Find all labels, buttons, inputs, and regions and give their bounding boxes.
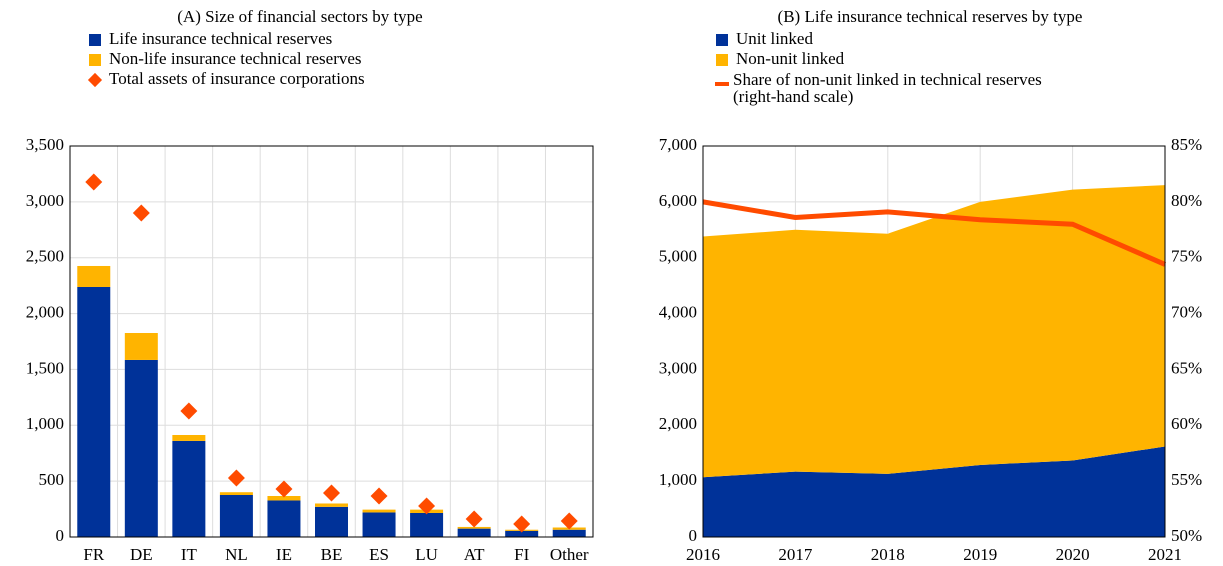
y-tick-label: 3,000 <box>26 191 64 210</box>
y2-tick-label: 55% <box>1171 470 1202 489</box>
chart-title: (A) Size of financial sectors by type <box>177 7 422 26</box>
y-tick-label: 5,000 <box>659 247 697 266</box>
bar-segment <box>505 530 539 537</box>
x-tick-label: NL <box>225 545 248 564</box>
share-line <box>702 199 1166 267</box>
x-tick-label: Other <box>550 545 589 564</box>
x-tick-label: 2016 <box>686 545 720 564</box>
diamond-marker <box>465 510 483 528</box>
x-tick-label: ES <box>369 545 389 564</box>
diamond-marker <box>275 480 293 498</box>
y-tick-label: 2,000 <box>26 302 64 321</box>
legend-marker <box>89 34 101 46</box>
y2-tick-label: 60% <box>1171 414 1202 433</box>
y-tick-label: 1,000 <box>26 414 64 433</box>
bar-segment <box>77 265 111 287</box>
diamond-marker <box>85 173 103 191</box>
y-tick-label: 3,500 <box>26 135 64 154</box>
diamond-marker <box>323 484 340 502</box>
diamond-marker <box>560 512 578 530</box>
y2-tick-label: 50% <box>1171 526 1202 545</box>
y2-tick-label: 80% <box>1171 191 1202 210</box>
legend-text: Share of non-unit linked in technical re… <box>733 71 1042 106</box>
y-tick-label: 1,500 <box>26 358 64 377</box>
diamond-marker <box>227 469 245 487</box>
diamond-marker <box>180 402 198 420</box>
y-tick-label: 1,000 <box>659 470 697 489</box>
bar-segment <box>267 496 301 501</box>
diamond-marker <box>132 204 150 222</box>
bar-segment <box>315 506 348 537</box>
x-tick-label: IT <box>181 545 198 564</box>
area <box>703 446 1165 537</box>
y2-tick-label: 65% <box>1171 358 1202 377</box>
y-tick-label: 7,000 <box>659 135 697 154</box>
x-tick-label: 2017 <box>778 545 813 564</box>
bar-segment <box>267 500 301 537</box>
x-tick-label: DE <box>130 545 153 564</box>
bar-segment <box>362 509 396 513</box>
legend-label: Share of non-unit linked in technical re… <box>733 71 1042 106</box>
x-tick-label: FR <box>83 545 104 564</box>
bar-segment <box>552 529 586 537</box>
bar-segment <box>124 333 158 360</box>
legend-marker <box>87 72 103 88</box>
legend-marker <box>715 82 729 86</box>
bar-segment <box>457 526 491 529</box>
bar-segment <box>172 435 206 441</box>
y2-tick-label: 85% <box>1171 135 1202 154</box>
x-tick-label: BE <box>321 545 343 564</box>
y2-tick-label: 75% <box>1171 247 1202 266</box>
legend-label: Non-unit linked <box>736 49 845 68</box>
x-tick-label: 2018 <box>871 545 905 564</box>
bar-segment <box>362 512 396 537</box>
x-tick-label: 2021 <box>1148 545 1182 564</box>
x-tick-label: AT <box>464 545 485 564</box>
diamond-marker <box>418 497 436 515</box>
x-tick-label: LU <box>415 545 438 564</box>
bar-segment <box>172 440 206 537</box>
area <box>703 185 1165 478</box>
bar-segment <box>124 359 158 537</box>
bar-segment <box>410 512 444 537</box>
y2-tick-label: 70% <box>1171 302 1202 321</box>
legend-label: Total assets of insurance corporations <box>109 69 365 88</box>
y-tick-label: 0 <box>689 526 698 545</box>
y-tick-label: 6,000 <box>659 191 697 210</box>
x-tick-label: IE <box>276 545 292 564</box>
bar-segment <box>219 494 253 537</box>
bar-segment <box>77 286 111 537</box>
y-tick-label: 0 <box>56 526 65 545</box>
legend-label: Life insurance technical reserves <box>109 29 332 48</box>
diamond-marker <box>513 515 531 533</box>
y-tick-label: 2,500 <box>26 247 64 266</box>
plot-frame <box>702 145 1166 538</box>
diamond-marker <box>370 487 388 505</box>
x-tick-label: FI <box>514 545 529 564</box>
legend-marker <box>89 54 101 66</box>
y-tick-label: 2,000 <box>659 414 697 433</box>
x-tick-label: 2020 <box>1056 545 1090 564</box>
bar-segment <box>219 492 253 495</box>
legend-label: Non-life insurance technical reserves <box>109 49 362 68</box>
bar-segment <box>457 528 491 537</box>
plot-frame <box>69 145 594 538</box>
y-tick-label: 4,000 <box>659 302 697 321</box>
chart-title: (B) Life insurance technical reserves by… <box>778 7 1083 26</box>
bar-segment <box>315 503 348 507</box>
legend-marker <box>716 54 728 66</box>
y-tick-label: 3,000 <box>659 358 697 377</box>
x-tick-label: 2019 <box>963 545 997 564</box>
legend-marker <box>716 34 728 46</box>
y-tick-label: 500 <box>39 470 65 489</box>
legend-label: Unit linked <box>736 29 813 48</box>
